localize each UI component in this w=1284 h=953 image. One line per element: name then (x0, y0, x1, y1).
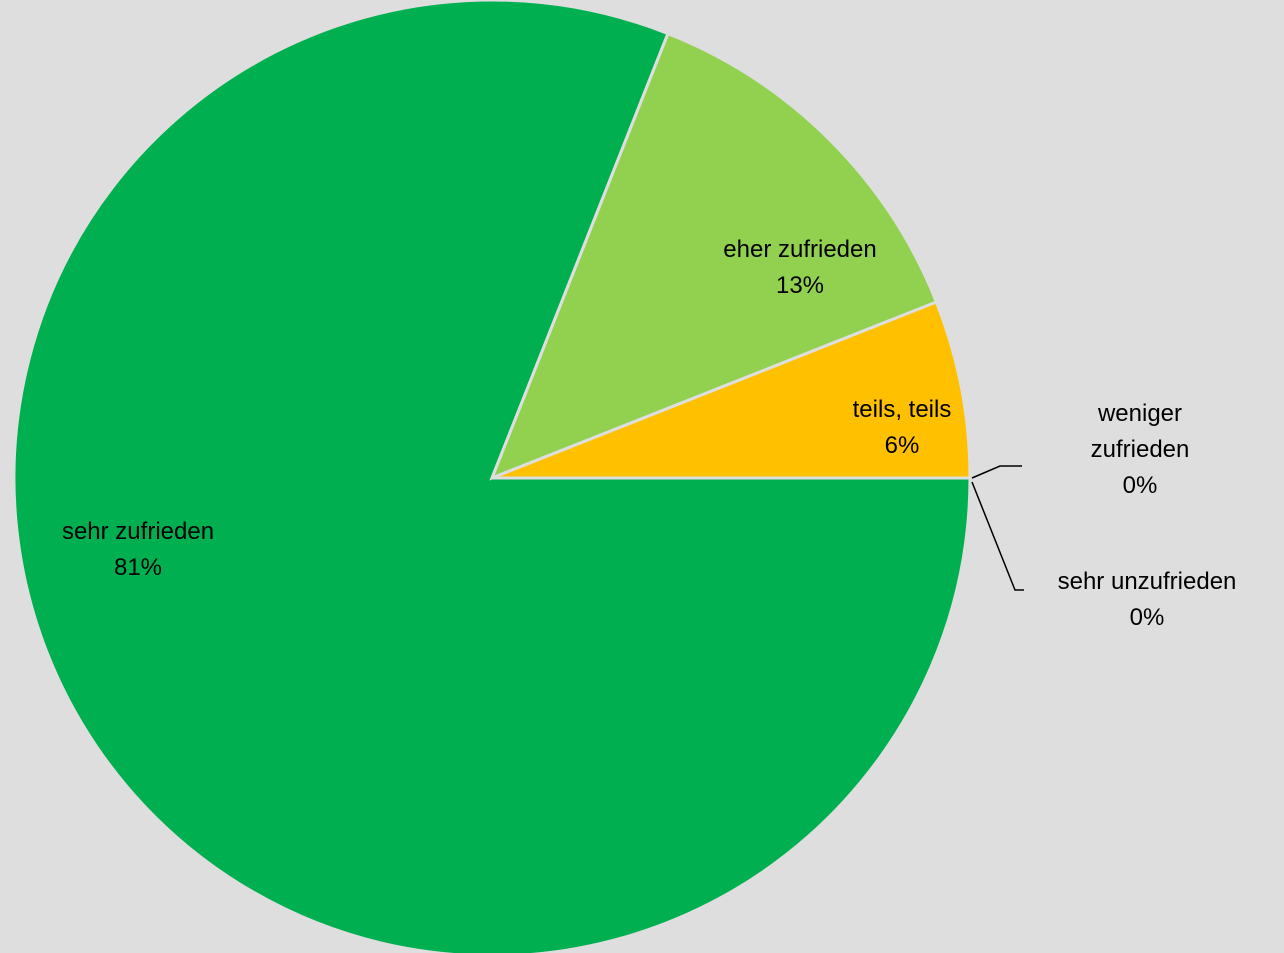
data-label: weniger zufrieden 0% (1065, 396, 1215, 504)
data-label: sehr zufrieden 81% (0, 514, 288, 586)
category-name: teils, teils (852, 396, 952, 423)
category-name: sehr zufrieden (61, 518, 215, 545)
value-label: 13% (775, 272, 825, 299)
data-label: eher zufrieden 13% (650, 232, 950, 304)
category-name: weniger zufrieden (1090, 400, 1190, 463)
pie-slice (489, 31, 939, 481)
data-label: sehr unzufrieden 0% (997, 564, 1284, 636)
value-label: 6% (884, 432, 920, 459)
category-name: sehr unzufrieden (1057, 568, 1237, 595)
leader-line (971, 481, 1024, 591)
data-label: teils, teils 6% (802, 392, 1002, 464)
value-label: 0% (1122, 472, 1158, 499)
category-name: eher zufrieden (723, 236, 877, 263)
pie-slice (491, 300, 972, 480)
leader-line (971, 465, 1022, 479)
value-label: 81% (113, 554, 163, 581)
slices (12, 0, 972, 953)
value-label: 0% (1129, 604, 1165, 631)
